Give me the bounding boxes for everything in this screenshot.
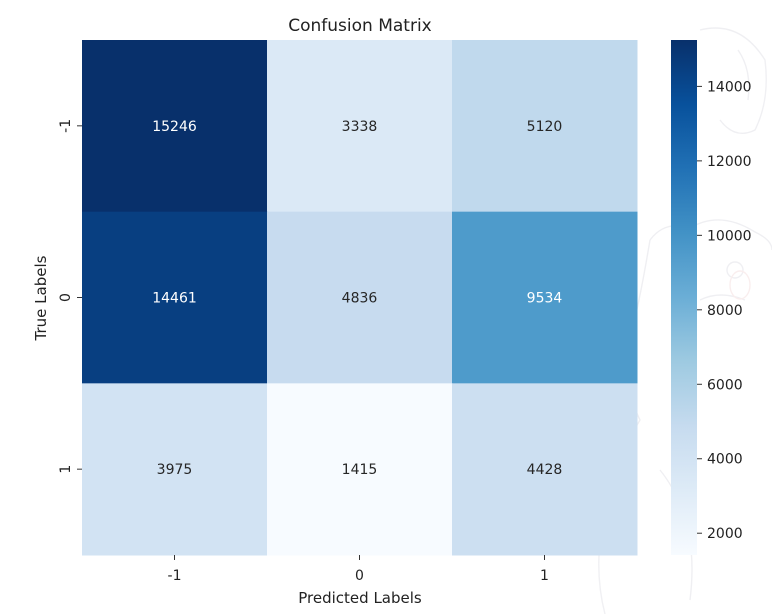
x-axis-label: Predicted Labels: [298, 589, 422, 607]
heatmap-cells: [82, 40, 638, 556]
cell-value-label: 3975: [157, 462, 193, 478]
chart-title: Confusion Matrix: [288, 16, 432, 36]
heatmap-cell: [82, 383, 268, 556]
y-tick-label: -1: [58, 119, 74, 133]
y-axis-ticks: -1 0 1: [58, 119, 82, 474]
cell-value-label: 1415: [342, 462, 378, 478]
heatmap-cell: [267, 40, 453, 213]
colorbar-tick-label: 2000: [707, 526, 743, 542]
x-tick-label: 1: [540, 568, 549, 584]
heatmap-cell: [452, 383, 638, 556]
heatmap-cell: [452, 211, 638, 384]
colorbar-tick-label: 8000: [707, 303, 743, 319]
cell-value-label: 4836: [342, 291, 378, 307]
x-axis-ticks: -1 0 1: [168, 555, 549, 584]
colorbar-tick-label: 6000: [707, 377, 743, 393]
y-axis-label: True Labels: [32, 255, 50, 341]
cell-value-label: 14461: [152, 291, 197, 307]
cell-value-label: 3338: [342, 119, 378, 135]
cell-value-label: 4428: [527, 462, 563, 478]
cell-value-label: 9534: [527, 291, 563, 307]
heatmap-cell: [267, 383, 453, 556]
heatmap-cell-labels: 15246 3338 5120 14461 4836 9534 3975 1415 4428: [152, 119, 562, 478]
heatmap-cell: [82, 211, 268, 384]
x-tick-label: -1: [168, 568, 182, 584]
x-tick-label: 0: [355, 568, 364, 584]
y-tick-label: 1: [58, 465, 74, 474]
heatmap-cell: [267, 211, 453, 384]
colorbar-tick-label: 12000: [707, 154, 752, 170]
colorbar: [671, 40, 697, 555]
colorbar-tick-label: 4000: [707, 452, 743, 468]
y-tick-label: 0: [58, 293, 74, 302]
cell-value-label: 15246: [152, 119, 197, 135]
heatmap-cell: [452, 40, 638, 213]
heatmap-cell: [82, 40, 268, 213]
colorbar-tick-label: 10000: [707, 228, 752, 244]
colorbar-ticks: 2000 4000 6000 8000 10000 12000 14000: [697, 79, 752, 542]
colorbar-tick-label: 14000: [707, 79, 752, 95]
cell-value-label: 5120: [527, 119, 563, 135]
